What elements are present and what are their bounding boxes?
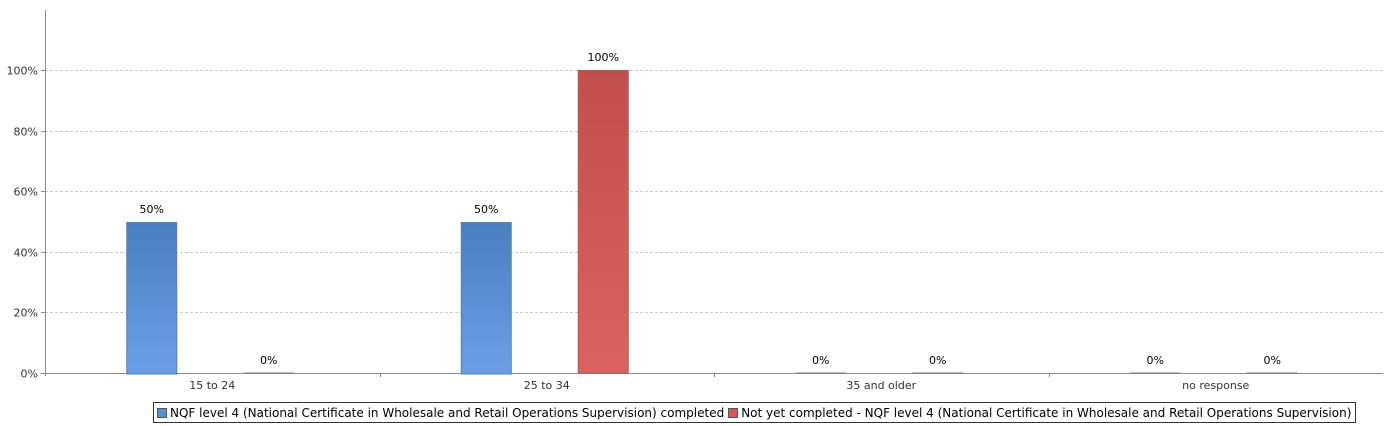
x-category-label: 25 to 34 [524, 379, 570, 392]
y-tick-label: 40% [14, 247, 38, 260]
bar-completed [126, 222, 178, 375]
bars [126, 70, 1298, 375]
legend-label-not-yet-completed: Not yet completed - NQF level 4 (Nationa… [741, 405, 1352, 420]
y-tick-label: 0% [21, 368, 38, 381]
x-category-label: 15 to 24 [189, 379, 235, 392]
legend-label-completed: NQF level 4 (National Certificate in Who… [170, 405, 725, 420]
x-category-label: no response [1182, 379, 1249, 392]
bar-completed [460, 222, 512, 375]
data-label: 0% [1147, 354, 1164, 367]
data-label: 50% [140, 203, 164, 216]
y-tick-label: 20% [14, 307, 38, 320]
data-label: 0% [260, 354, 277, 367]
data-label: 0% [1264, 354, 1281, 367]
legend-item-not-yet-completed: Not yet completed - NQF level 4 (Nationa… [728, 406, 1351, 420]
data-label: 100% [588, 51, 619, 64]
legend-item-completed: NQF level 4 (National Certificate in Who… [157, 406, 724, 420]
data-label: 0% [929, 354, 946, 367]
legend-swatch-completed [157, 407, 167, 418]
axes: 0% 20% 40% 60% 80% 100% 15 to 24 25 to 34 35 and… [7, 10, 1383, 392]
bar-not-yet-completed [577, 70, 629, 374]
data-label: 50% [474, 203, 498, 216]
y-tick-label: 60% [14, 186, 38, 199]
y-tick-label: 80% [14, 126, 38, 139]
data-label: 0% [812, 354, 829, 367]
legend: NQF level 4 (National Certificate in Who… [153, 402, 1357, 423]
legend-swatch-not-yet-completed [728, 407, 739, 418]
labels: 50% 0% 50% 100% 0% 0% 0% 0% [140, 51, 1281, 367]
gridlines [45, 70, 1383, 313]
x-category-label: 35 and older [846, 379, 916, 392]
bar-chart: 0% 20% 40% 60% 80% 100% 15 to 24 25 to 34 35 and… [7, 10, 1383, 392]
y-tick-label: 100% [7, 65, 38, 78]
